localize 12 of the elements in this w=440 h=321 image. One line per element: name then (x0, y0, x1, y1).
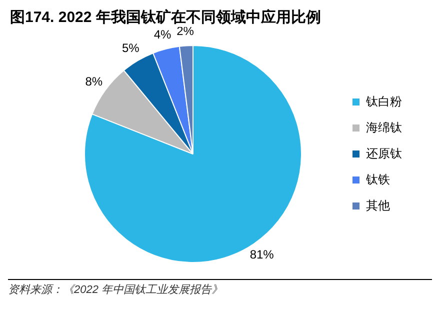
data-label: 81% (250, 248, 274, 262)
legend-label: 海绵钛 (366, 120, 402, 134)
text: 资料来源：《2022 年中国钛工业发展报告》 (8, 279, 432, 297)
legend-label: 还原钛 (366, 146, 402, 160)
data-label: 5% (122, 40, 140, 55)
data-label: 8% (85, 74, 103, 88)
chart-title: 图174. 2022 年我国钛矿在不同领域中应用比例 (9, 8, 322, 27)
legend-label: 其他 (366, 198, 390, 212)
data-label: 2% (176, 24, 194, 38)
data-label: 4% (154, 28, 172, 42)
legend-label: 钛白粉 (365, 94, 402, 108)
legend-label: 钛铁 (365, 172, 390, 186)
